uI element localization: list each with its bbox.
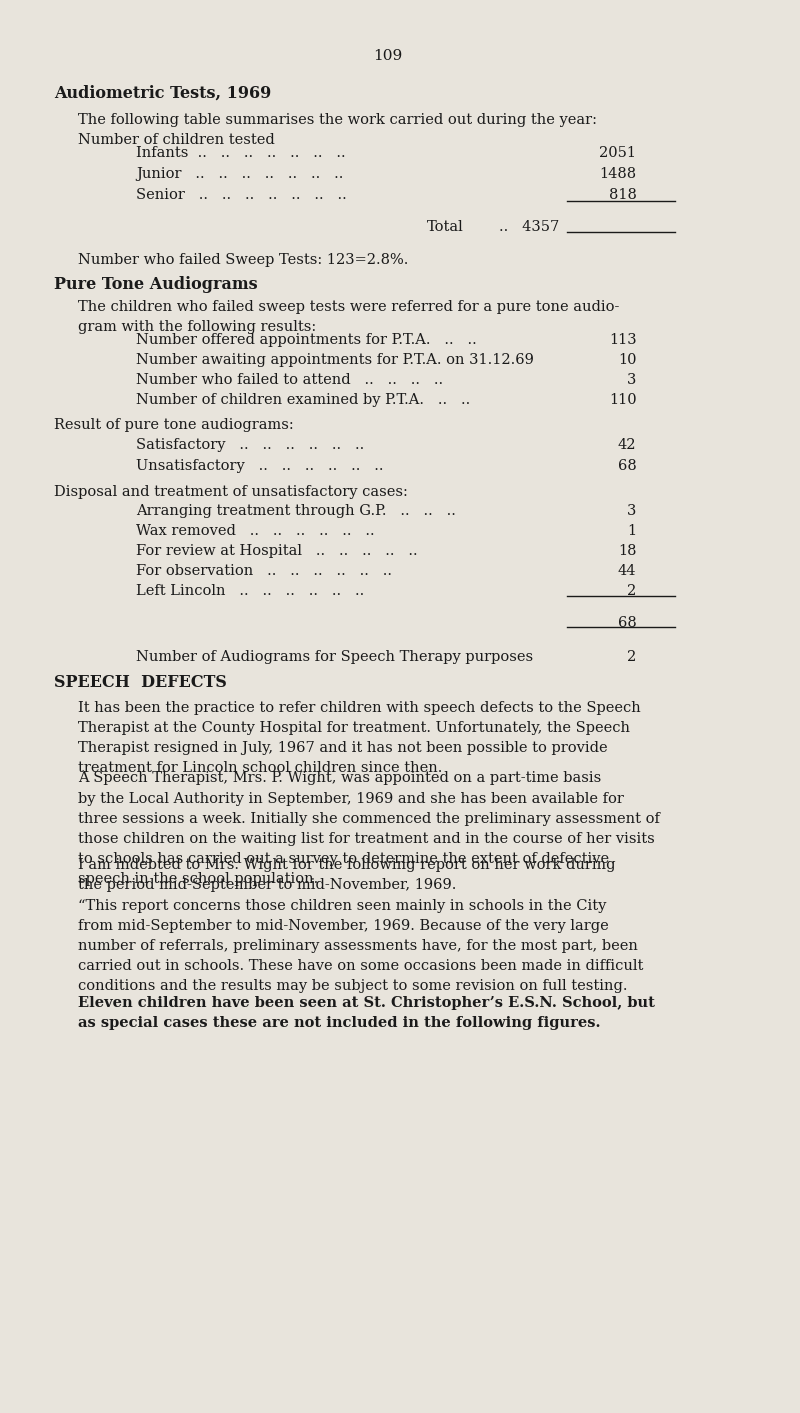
Text: Wax removed   ..   ..   ..   ..   ..   ..: Wax removed .. .. .. .. .. .. (136, 524, 374, 538)
Text: Arranging treatment through G.P.   ..   ..   ..: Arranging treatment through G.P. .. .. .… (136, 504, 456, 519)
Text: A Speech Therapist, Mrs. P. Wight, was appointed on a part-time basis
by the Loc: A Speech Therapist, Mrs. P. Wight, was a… (78, 771, 659, 886)
Text: 2: 2 (627, 650, 637, 664)
Text: 3: 3 (627, 504, 637, 519)
Text: 1: 1 (627, 524, 637, 538)
Text: Disposal and treatment of unsatisfactory cases:: Disposal and treatment of unsatisfactory… (54, 485, 408, 499)
Text: 109: 109 (374, 49, 402, 64)
Text: Pure Tone Audiograms: Pure Tone Audiograms (54, 276, 258, 292)
Text: 2051: 2051 (599, 146, 637, 160)
Text: For observation   ..   ..   ..   ..   ..   ..: For observation .. .. .. .. .. .. (136, 564, 392, 578)
Text: Junior   ..   ..   ..   ..   ..   ..   ..: Junior .. .. .. .. .. .. .. (136, 167, 343, 181)
Text: Unsatisfactory   ..   ..   ..   ..   ..   ..: Unsatisfactory .. .. .. .. .. .. (136, 459, 383, 473)
Text: It has been the practice to refer children with speech defects to the Speech
The: It has been the practice to refer childr… (78, 701, 640, 774)
Text: 42: 42 (618, 438, 637, 452)
Text: For review at Hospital   ..   ..   ..   ..   ..: For review at Hospital .. .. .. .. .. (136, 544, 418, 558)
Text: Infants  ..   ..   ..   ..   ..   ..   ..: Infants .. .. .. .. .. .. .. (136, 146, 346, 160)
Text: Number of children examined by P.T.A.   ..   ..: Number of children examined by P.T.A. ..… (136, 393, 470, 407)
Text: Audiometric Tests, 1969: Audiometric Tests, 1969 (54, 85, 271, 102)
Text: 818: 818 (609, 188, 637, 202)
Text: 110: 110 (609, 393, 637, 407)
Text: Number of Audiograms for Speech Therapy purposes: Number of Audiograms for Speech Therapy … (136, 650, 533, 664)
Text: The children who failed sweep tests were referred for a pure tone audio-
gram wi: The children who failed sweep tests were… (78, 300, 619, 333)
Text: Senior   ..   ..   ..   ..   ..   ..   ..: Senior .. .. .. .. .. .. .. (136, 188, 346, 202)
Text: Eleven children have been seen at St. Christopher’s E.S.N. School, but
as specia: Eleven children have been seen at St. Ch… (78, 996, 654, 1030)
Text: 68: 68 (618, 616, 637, 630)
Text: Satisfactory   ..   ..   ..   ..   ..   ..: Satisfactory .. .. .. .. .. .. (136, 438, 364, 452)
Text: 2: 2 (627, 584, 637, 598)
Text: 68: 68 (618, 459, 637, 473)
Text: Number who failed Sweep Tests: 123=2.8%.: Number who failed Sweep Tests: 123=2.8%. (78, 253, 408, 267)
Text: SPEECH  DEFECTS: SPEECH DEFECTS (54, 674, 227, 691)
Text: 1488: 1488 (599, 167, 637, 181)
Text: The following table summarises the work carried out during the year:
Number of c: The following table summarises the work … (78, 113, 597, 147)
Text: 113: 113 (609, 333, 637, 348)
Text: “This report concerns those children seen mainly in schools in the City
from mid: “This report concerns those children see… (78, 899, 643, 993)
Text: 18: 18 (618, 544, 637, 558)
Text: Left Lincoln   ..   ..   ..   ..   ..   ..: Left Lincoln .. .. .. .. .. .. (136, 584, 364, 598)
Text: I am indebted to Mrs. Wight for the following report on her work during
the peri: I am indebted to Mrs. Wight for the foll… (78, 858, 615, 892)
Text: Number awaiting appointments for P.T.A. on 31.12.69: Number awaiting appointments for P.T.A. … (136, 353, 534, 367)
Text: 3: 3 (627, 373, 637, 387)
Text: Result of pure tone audiograms:: Result of pure tone audiograms: (54, 418, 294, 432)
Text: Number offered appointments for P.T.A.   ..   ..: Number offered appointments for P.T.A. .… (136, 333, 477, 348)
Text: Number who failed to attend   ..   ..   ..   ..: Number who failed to attend .. .. .. .. (136, 373, 443, 387)
Text: ..   4357: .. 4357 (498, 220, 559, 235)
Text: 44: 44 (618, 564, 637, 578)
Text: 10: 10 (618, 353, 637, 367)
Text: Total: Total (427, 220, 464, 235)
